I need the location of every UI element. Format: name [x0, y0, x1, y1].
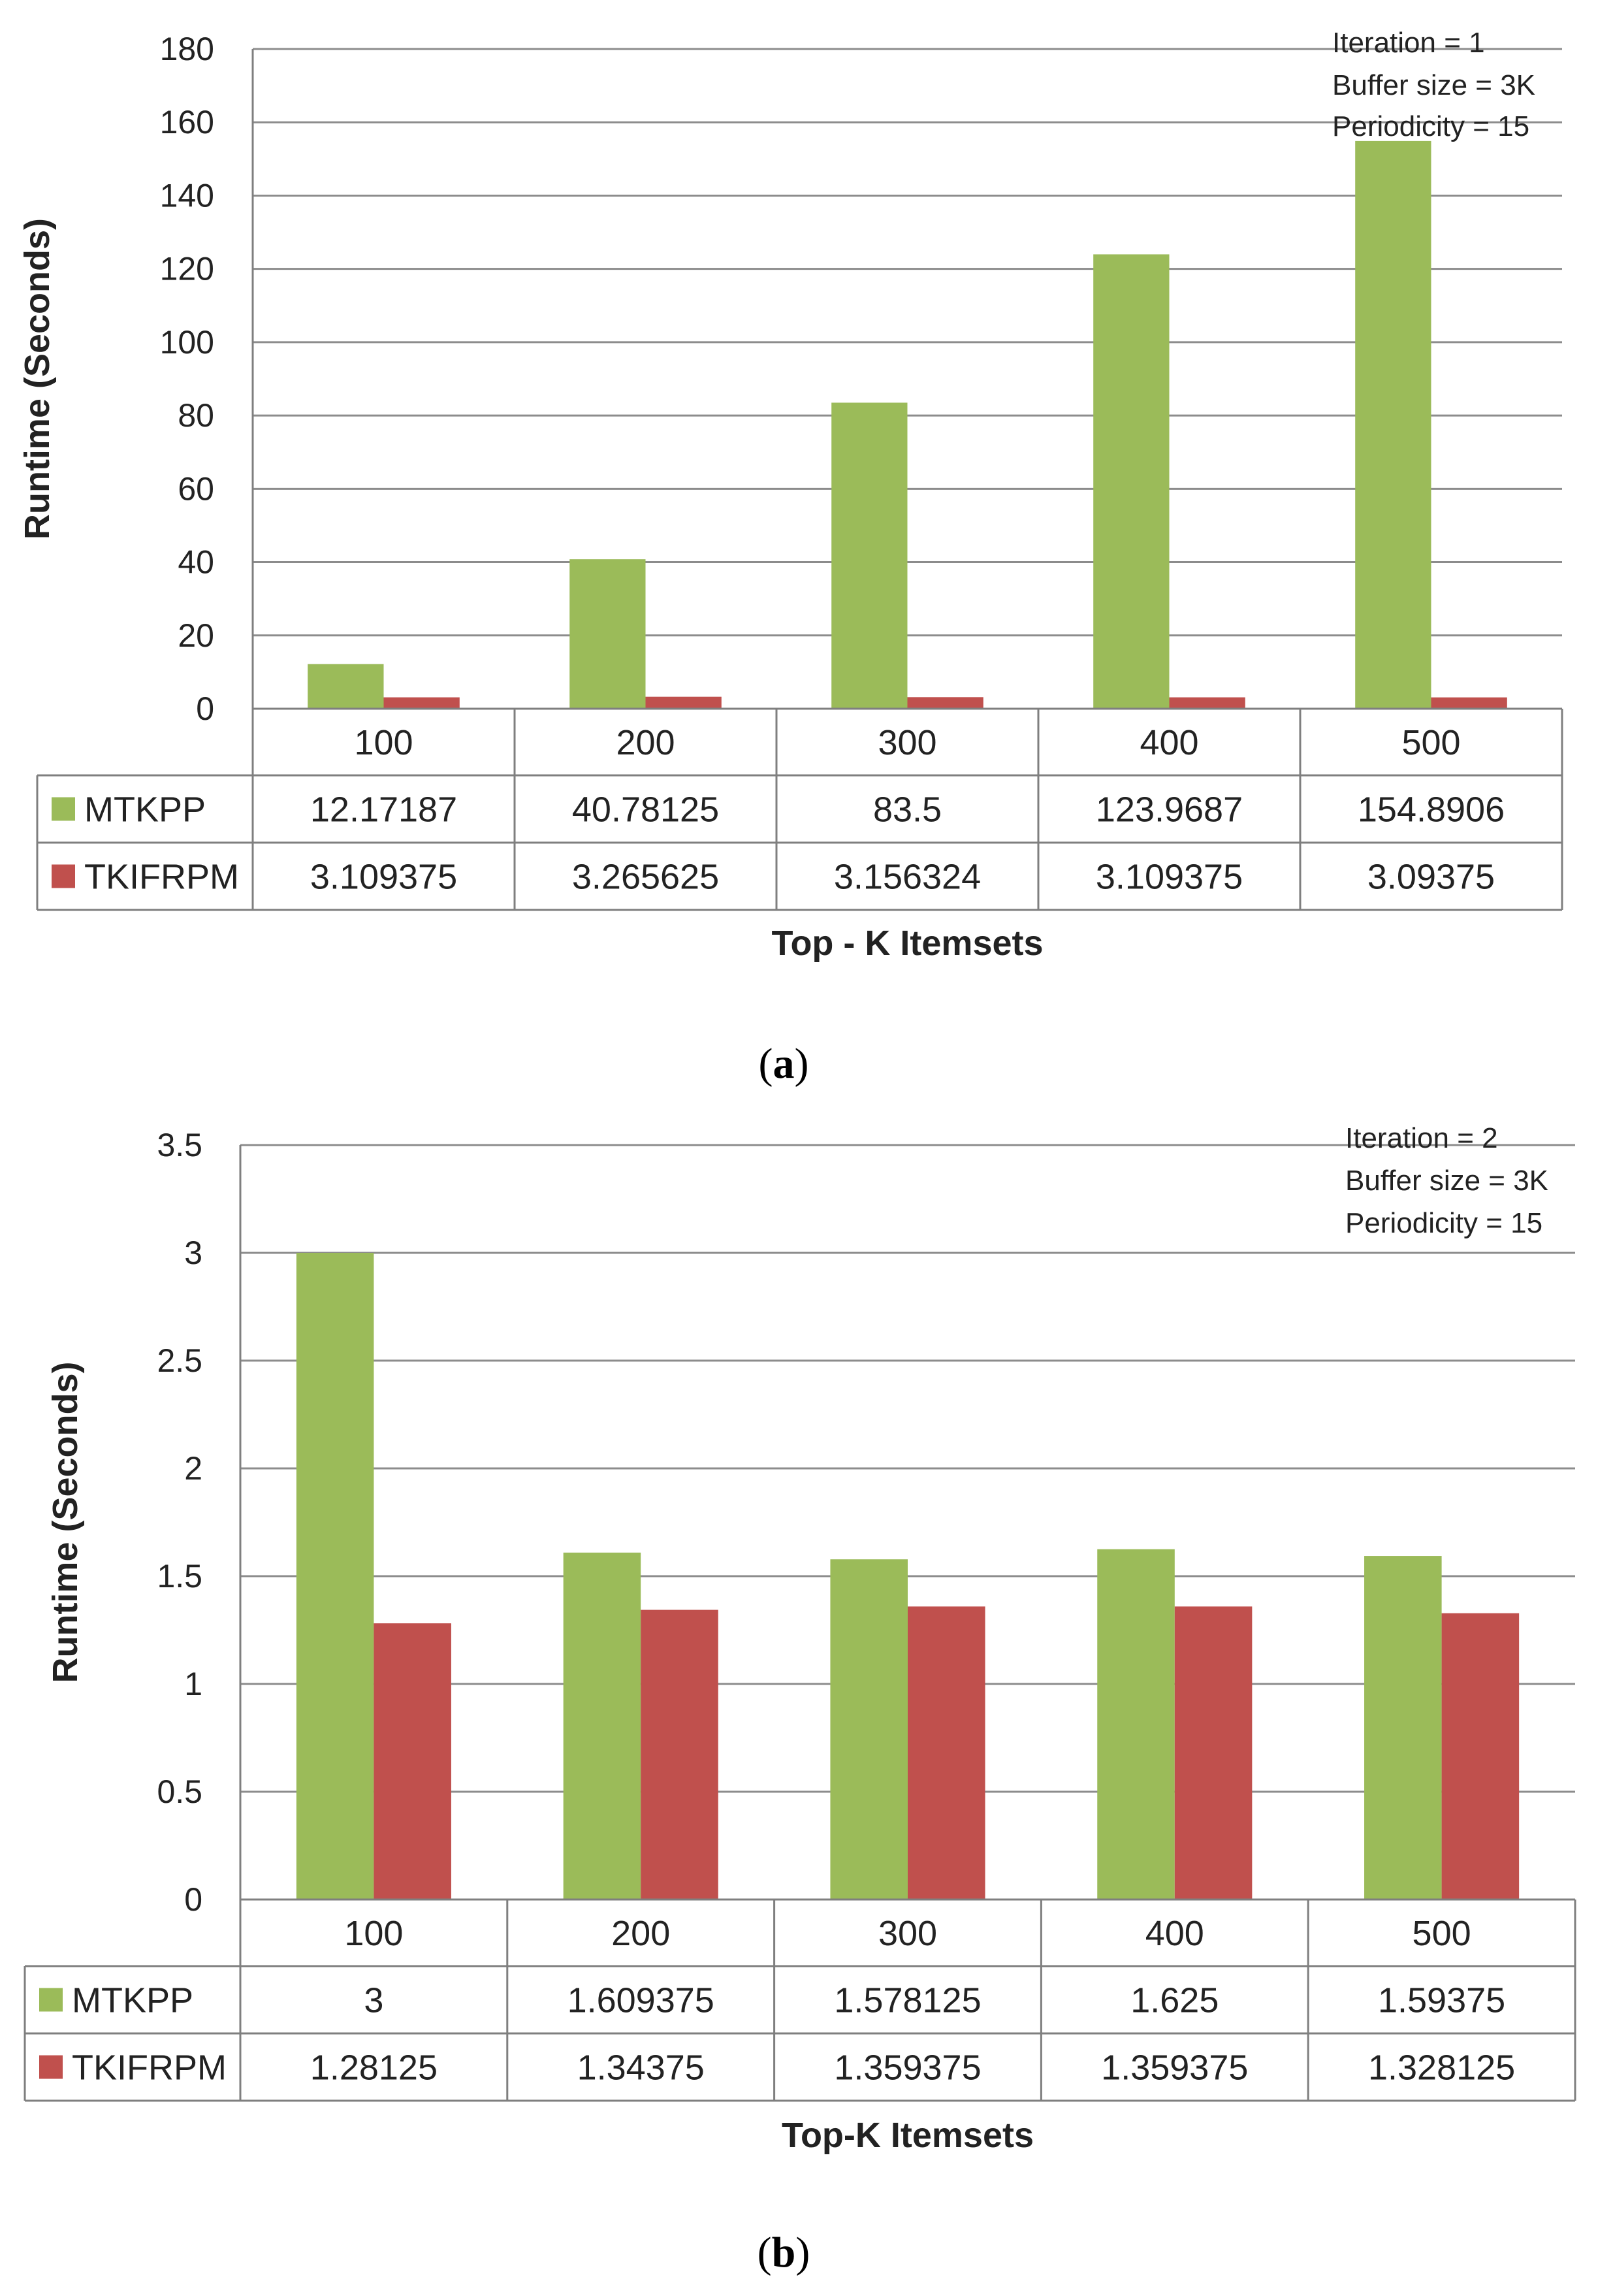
x-axis-title: Top-K Itemsets: [782, 2116, 1034, 2155]
data-label: 1.359375: [1101, 2048, 1248, 2088]
caption-paren: (: [758, 2229, 772, 2276]
bar-mtkpp-500: [1355, 140, 1431, 709]
bar-mtkpp-300: [830, 1559, 908, 1900]
x-tick-label: 100: [354, 723, 413, 762]
bar-mtkpp-400: [1093, 254, 1170, 709]
x-tick-label: 200: [616, 723, 675, 762]
y-tick-label: 0: [196, 690, 214, 727]
x-tick-label: 500: [1401, 723, 1460, 762]
data-label: 1.34375: [577, 2048, 705, 2088]
data-label: 3.109375: [310, 858, 457, 897]
bar-tkifrpm-300: [907, 697, 983, 709]
caption-paren: (: [759, 1040, 773, 1088]
y-tick-label: 60: [178, 470, 214, 507]
legend-label-mtkpp: MTKPP: [72, 1981, 193, 2020]
legend-swatch-tkifrpm: [39, 2055, 63, 2079]
x-axis-title: Top - K Itemsets: [771, 924, 1043, 963]
legend-label-tkifrpm: TKIFRPM: [84, 858, 239, 897]
y-tick-label: 3: [184, 1235, 202, 1271]
caption-paren: ): [795, 2229, 810, 2276]
x-tick-label: 400: [1145, 1914, 1204, 1953]
data-label: 3.09375: [1367, 858, 1495, 897]
y-tick-label: 120: [160, 251, 214, 287]
y-tick-label: 0: [184, 1881, 202, 1918]
bar-tkifrpm-200: [645, 696, 722, 709]
data-label: 3.109375: [1096, 858, 1243, 897]
panel-caption: (a): [759, 1040, 809, 1088]
annotation: Iteration = 1: [1332, 27, 1485, 59]
legend-label-mtkpp: MTKPP: [84, 790, 206, 830]
annotation: Iteration = 2: [1345, 1122, 1498, 1154]
data-label: 1.625: [1130, 1981, 1219, 2020]
legend-swatch-mtkpp: [52, 797, 75, 821]
data-label: 3.265625: [572, 858, 719, 897]
y-tick-label: 2.5: [157, 1342, 202, 1379]
data-label: 1.359375: [834, 2048, 981, 2088]
bar-tkifrpm-100: [383, 697, 460, 709]
data-label: 83.5: [873, 790, 942, 830]
annotation: Buffer size = 3K: [1345, 1165, 1548, 1197]
bar-mtkpp-100: [308, 664, 384, 709]
x-tick-label: 200: [611, 1914, 670, 1953]
bar-tkifrpm-100: [374, 1623, 451, 1900]
panel-caption: (b): [758, 2229, 810, 2276]
data-label: 1.609375: [567, 1981, 714, 2020]
y-axis-title: Runtime (Seconds): [46, 1361, 85, 1683]
data-label: 1.328125: [1368, 2048, 1515, 2088]
bar-tkifrpm-400: [1169, 697, 1245, 709]
bar-mtkpp-400: [1097, 1549, 1175, 1900]
y-tick-label: 160: [160, 104, 214, 140]
bar-tkifrpm-200: [641, 1609, 718, 1900]
y-tick-label: 180: [160, 31, 214, 67]
bar-tkifrpm-500: [1431, 697, 1507, 709]
data-label: 40.78125: [572, 790, 719, 830]
x-tick-label: 500: [1413, 1914, 1471, 1953]
data-label: 3.156324: [834, 858, 981, 897]
data-label: 12.17187: [310, 790, 457, 830]
caption-letter: b: [772, 2229, 796, 2276]
y-tick-label: 140: [160, 177, 214, 214]
caption-paren: ): [795, 1040, 809, 1088]
chart-panel-b: 0 0.5 1 1.5 2 2.5 3 3.5 100 200 300 400 500 MTKPP 3 1.6…: [24, 1122, 1576, 2276]
bar-tkifrpm-500: [1441, 1613, 1520, 1900]
x-tick-label: 300: [878, 723, 936, 762]
caption-letter: a: [773, 1040, 795, 1088]
y-tick-label: 40: [178, 544, 214, 581]
y-tick-label: 1.5: [157, 1558, 202, 1594]
annotation: Periodicity = 15: [1332, 110, 1529, 142]
bar-mtkpp-300: [831, 402, 908, 709]
y-tick-label: 0.5: [157, 1773, 202, 1810]
data-label: 1.59375: [1378, 1981, 1505, 2020]
y-tick-label: 80: [178, 397, 214, 434]
bar-mtkpp-200: [563, 1552, 641, 1900]
bar-mtkpp-500: [1364, 1556, 1442, 1900]
y-tick-label: 3.5: [157, 1127, 202, 1163]
x-tick-label: 400: [1140, 723, 1198, 762]
legend-swatch-mtkpp: [39, 1988, 63, 2012]
bar-mtkpp-100: [296, 1253, 374, 1900]
bar-tkifrpm-300: [908, 1606, 985, 1900]
bar-tkifrpm-400: [1174, 1606, 1253, 1900]
annotation: Periodicity = 15: [1345, 1207, 1542, 1239]
legend-label-tkifrpm: TKIFRPM: [72, 2048, 227, 2088]
data-label: 123.9687: [1096, 790, 1243, 830]
data-label: 154.8906: [1358, 790, 1505, 830]
y-tick-label: 1: [184, 1666, 202, 1702]
y-axis-title: Runtime (Seconds): [18, 218, 57, 540]
legend-swatch-tkifrpm: [52, 864, 75, 888]
data-label: 1.28125: [310, 2048, 438, 2088]
bar-mtkpp-200: [569, 559, 646, 709]
x-tick-label: 300: [878, 1914, 937, 1953]
x-tick-label: 100: [344, 1914, 403, 1953]
data-label: 1.578125: [834, 1981, 981, 2020]
annotation: Buffer size = 3K: [1332, 69, 1535, 101]
data-label: 3: [364, 1981, 383, 2020]
y-tick-label: 2: [184, 1450, 202, 1487]
chart-panel-a: 0 20 40 60 80 100 120 140 160 180 100 200 300 400 500 M…: [18, 27, 1563, 1088]
y-tick-label: 20: [178, 617, 214, 654]
y-tick-label: 100: [160, 324, 214, 361]
